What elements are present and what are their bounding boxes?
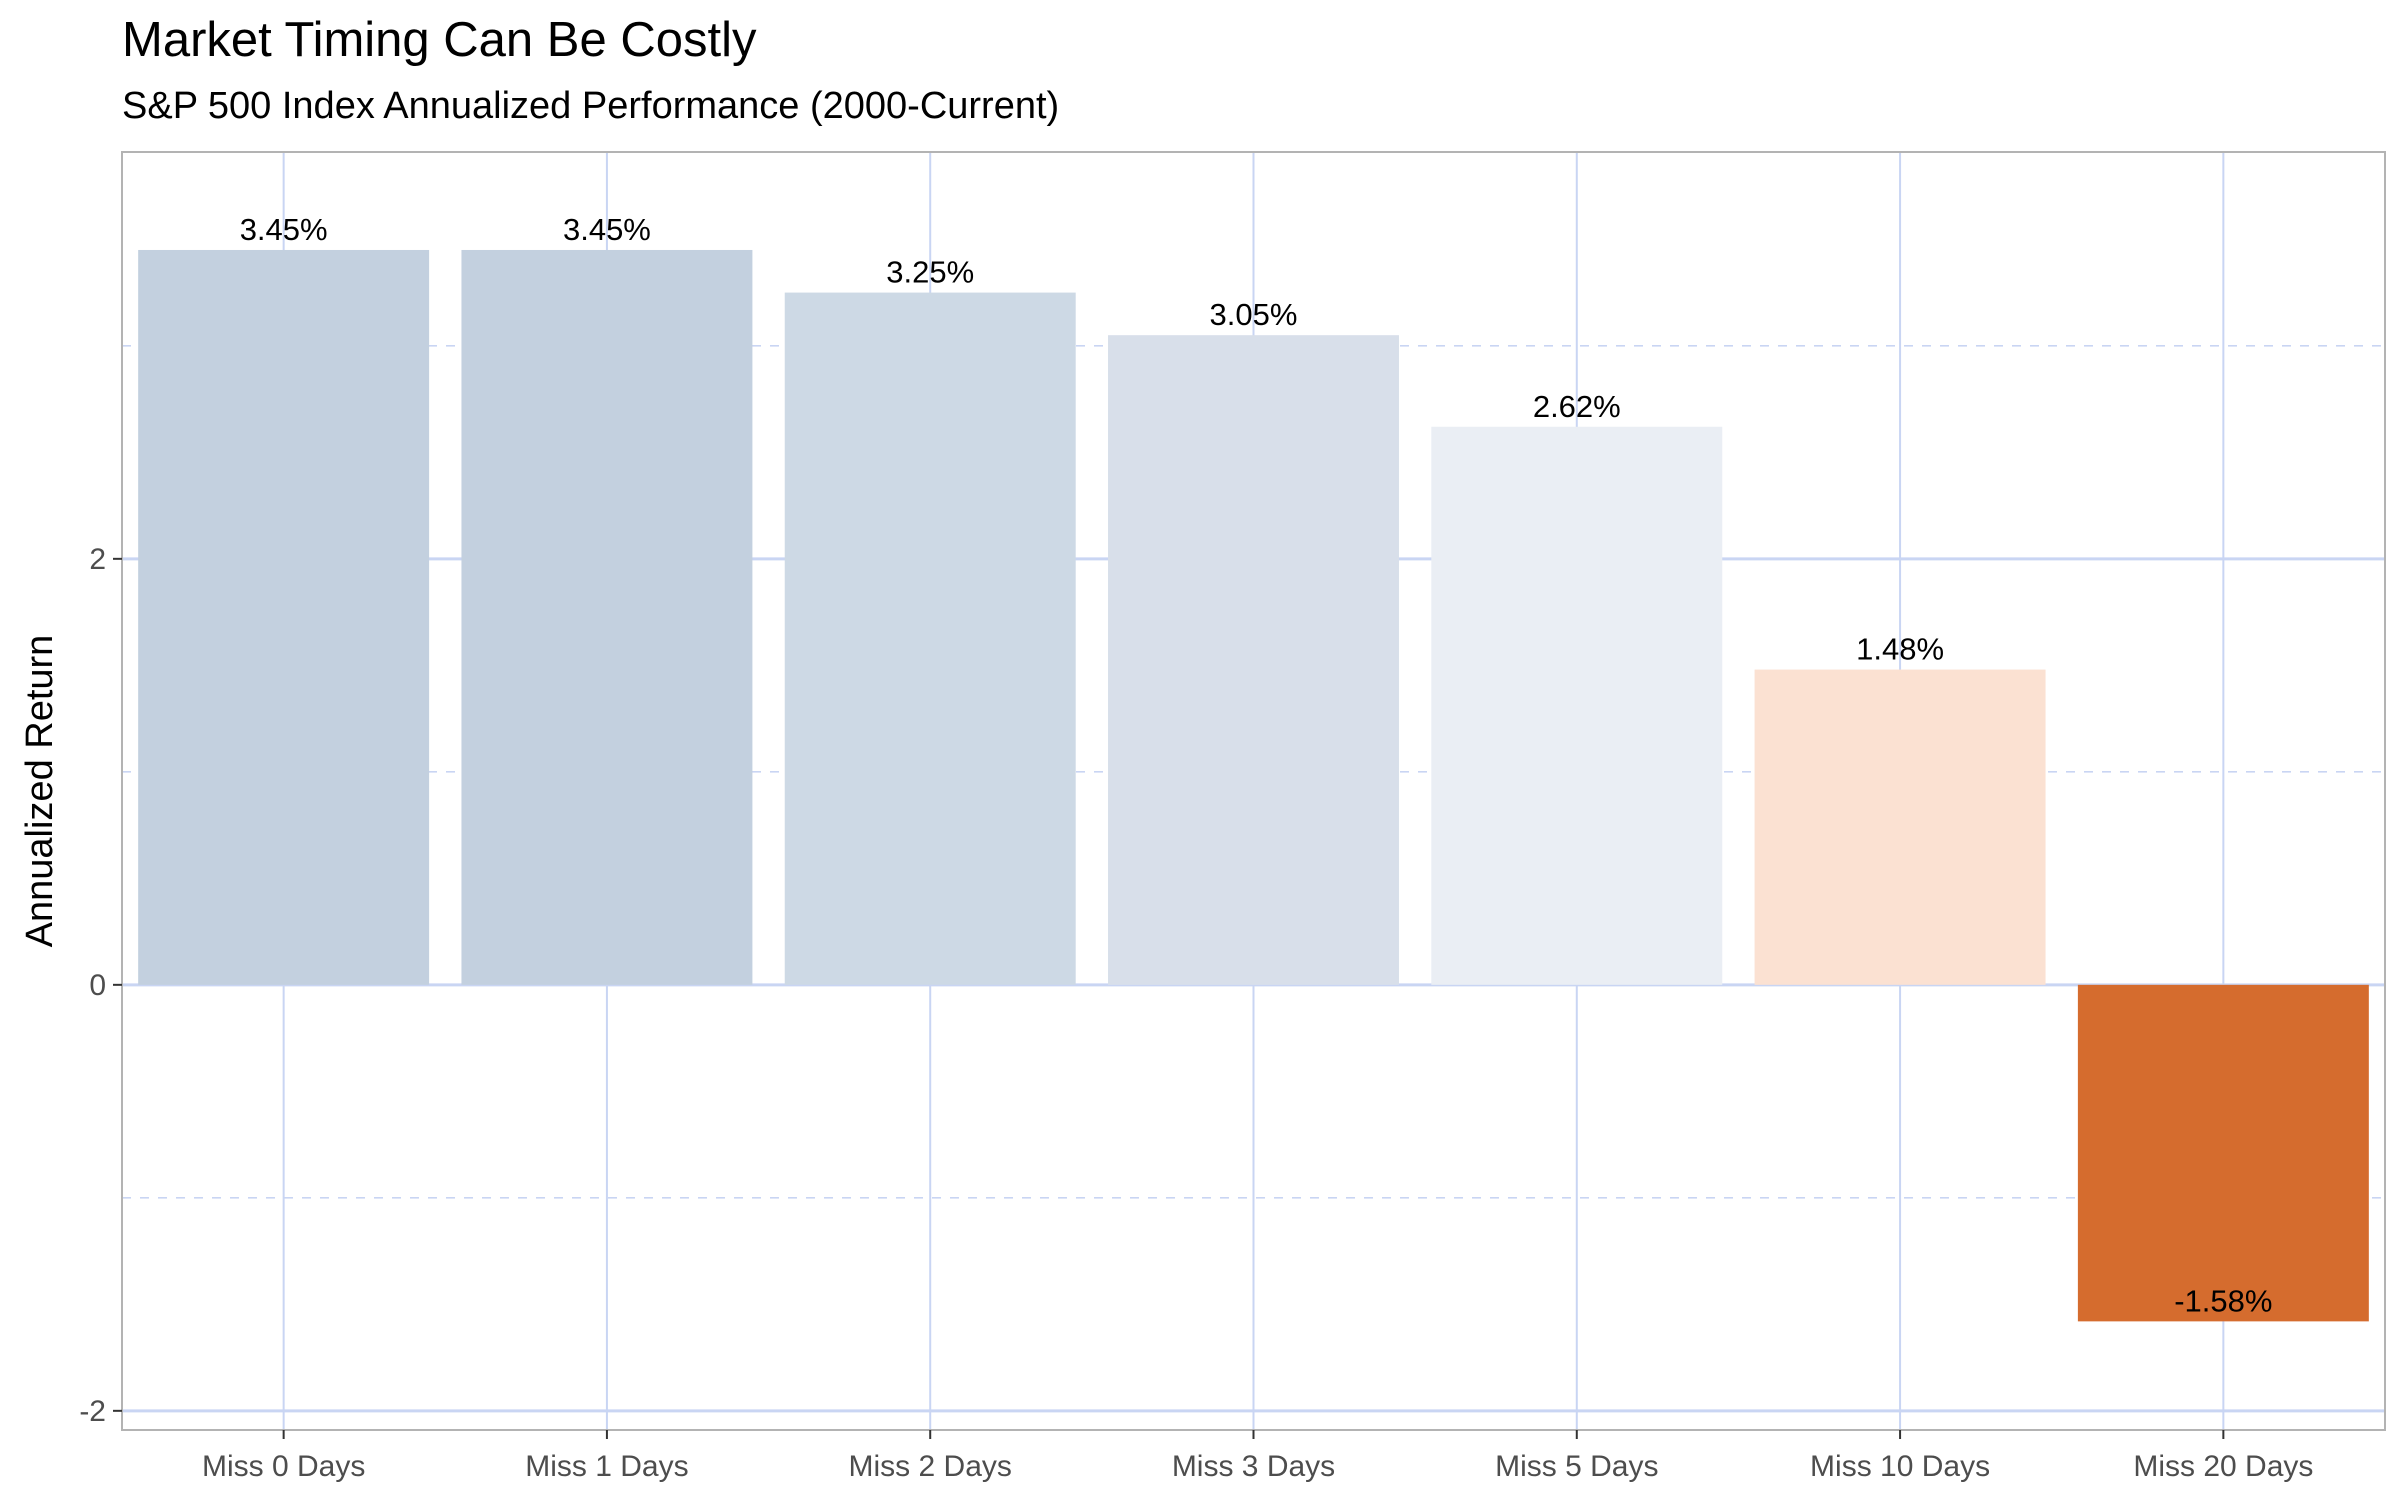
bar [1754, 669, 2046, 985]
y-tick-label: 0 [89, 969, 106, 1002]
y-tick-label: -2 [79, 1395, 106, 1428]
x-tick-label: Miss 20 Days [2133, 1450, 2313, 1483]
value-label: 3.45% [240, 212, 328, 247]
value-labels: 3.45% 3.45% 3.25% 3.05% 2.62% 1.48% -1.58% [240, 212, 2273, 1318]
y-axis-ticks: -2 0 2 [79, 543, 122, 1428]
bars [138, 249, 2369, 1322]
bar [784, 292, 1076, 985]
x-tick-label: Miss 1 Days [525, 1450, 688, 1483]
bar [1431, 426, 1723, 985]
y-tick-label: 2 [89, 543, 106, 576]
value-label: 3.25% [886, 255, 974, 290]
value-label: -1.58% [2174, 1283, 2272, 1318]
x-tick-label: Miss 10 Days [1810, 1450, 1990, 1483]
x-tick-label: Miss 2 Days [849, 1450, 1012, 1483]
x-tick-label: Miss 3 Days [1172, 1450, 1335, 1483]
x-tick-label: Miss 0 Days [202, 1450, 365, 1483]
x-axis-ticks: Miss 0 Days Miss 1 Days Miss 2 Days Miss 3 … [202, 1430, 2313, 1483]
bar [2077, 984, 2369, 1322]
chart-subtitle: S&P 500 Index Annualized Performance (20… [122, 85, 1060, 127]
x-tick-label: Miss 5 Days [1495, 1450, 1658, 1483]
chart-title: Market Timing Can Be Costly [122, 13, 757, 67]
value-label: 1.48% [1856, 632, 1944, 667]
y-axis-title: Annualized Return [19, 635, 61, 948]
bar [461, 249, 753, 985]
value-label: 3.45% [563, 212, 651, 247]
value-label: 3.05% [1210, 297, 1298, 332]
value-label: 2.62% [1533, 389, 1621, 424]
bar [1108, 335, 1399, 985]
bar [138, 249, 430, 985]
